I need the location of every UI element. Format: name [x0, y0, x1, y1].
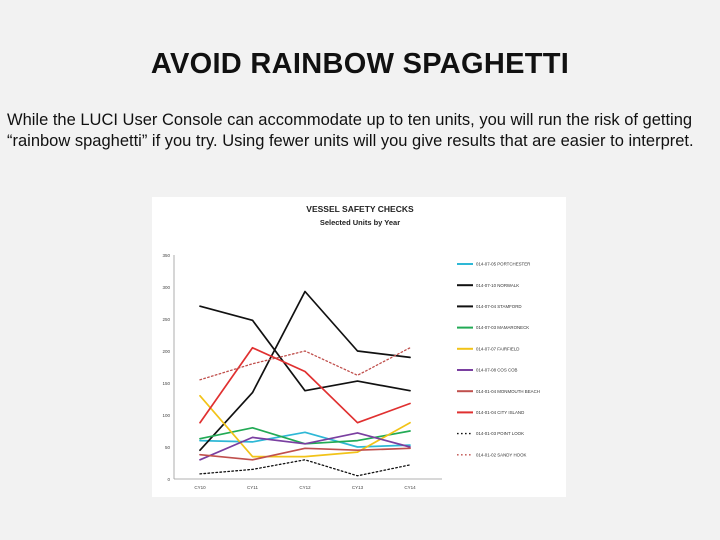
y-tick-label: 50 — [165, 445, 171, 450]
chart-axes: 0 50 100 150 200 250 300 350 CY10 CY11 CY12 CY13 CY1… — [162, 253, 442, 490]
y-tick-label: 200 — [162, 349, 170, 354]
series-line — [199, 394, 411, 458]
legend-label: 014-07-08 COS COB — [476, 368, 518, 373]
legend-label: 014-07-07 FAIRFIELD — [476, 346, 519, 351]
series-line — [199, 432, 411, 461]
legend-label: 014-07-05 PORTCHESTER — [476, 262, 530, 267]
series-line — [199, 290, 411, 452]
chart-series-lines — [199, 290, 411, 477]
legend-label: 014-01-04 CITY ISLAND — [476, 410, 524, 415]
y-tick-label: 0 — [167, 477, 170, 482]
y-tick-label: 300 — [162, 285, 170, 290]
y-tick-label: 100 — [162, 413, 170, 418]
x-tick-label: CY13 — [352, 485, 364, 490]
x-tick-label: CY11 — [247, 485, 258, 490]
legend-label: 014-01-03 POINT LOOK — [476, 431, 524, 436]
line-chart: VESSEL SAFETY CHECKS Selected Units by Y… — [162, 204, 540, 490]
series-line — [199, 431, 411, 448]
chart-frame: VESSEL SAFETY CHECKS Selected Units by Y… — [152, 197, 566, 497]
y-tick-label: 350 — [162, 253, 170, 258]
legend-label: 014-07-03 MAMARONECK — [476, 325, 529, 330]
legend-label: 014-07-04 STAMFORD — [476, 304, 522, 309]
legend-label: 014-01-04 MONMOUTH BEACH — [476, 389, 540, 394]
y-tick-label: 250 — [162, 317, 170, 322]
chart-subtitle: Selected Units by Year — [320, 218, 400, 227]
chart-title: VESSEL SAFETY CHECKS — [306, 204, 414, 214]
chart-legend: 014-07-05 PORTCHESTER 014-07-10 NORWALK 01… — [457, 262, 540, 457]
slide-body-text: While the LUCI User Console can accommod… — [7, 111, 694, 150]
x-tick-label: CY14 — [404, 485, 416, 490]
series-line — [199, 447, 411, 461]
y-tick-label: 150 — [162, 381, 170, 386]
series-line — [199, 347, 411, 381]
series-line — [199, 305, 411, 392]
legend-label: 014-01-02 SANDY HOOK — [476, 452, 527, 457]
x-tick-label: CY12 — [299, 485, 311, 490]
legend-label: 014-07-10 NORWALK — [476, 283, 519, 288]
series-line — [199, 459, 411, 477]
series-line — [199, 346, 411, 424]
x-tick-label: CY10 — [194, 485, 206, 490]
slide-title: AVOID RAINBOW SPAGHETTI — [150, 48, 570, 80]
